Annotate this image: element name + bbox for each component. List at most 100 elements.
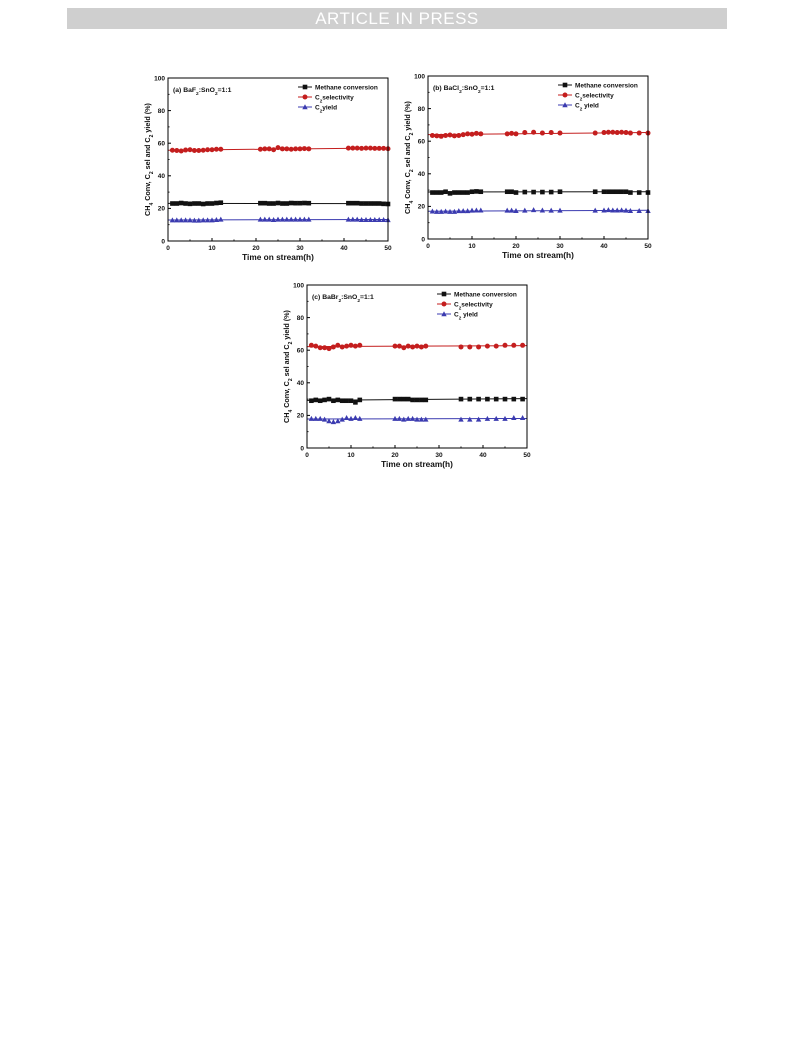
data-point [414, 416, 420, 422]
data-point [623, 207, 629, 213]
data-point [405, 343, 411, 349]
data-point [592, 207, 598, 213]
data-point [330, 419, 337, 425]
x-tick-label: 50 [384, 245, 392, 252]
data-point [280, 201, 285, 206]
legend-marker [562, 82, 568, 88]
data-point [169, 217, 176, 223]
data-point [174, 148, 180, 154]
x-tick-label: 0 [305, 452, 309, 459]
data-point [284, 216, 290, 222]
data-point [313, 343, 319, 349]
data-point [170, 201, 175, 206]
data-point [443, 132, 449, 138]
data-point [511, 396, 517, 402]
data-point [262, 216, 268, 222]
data-point [539, 207, 546, 213]
data-point [348, 398, 354, 404]
data-point [423, 397, 429, 403]
data-point [531, 189, 536, 195]
data-point [504, 189, 510, 195]
data-point [473, 130, 479, 136]
data-point [493, 396, 499, 402]
data-point [262, 146, 268, 152]
data-point [605, 129, 611, 135]
y-tick-label: 0 [300, 445, 304, 452]
data-point [476, 344, 482, 350]
data-point [322, 397, 327, 403]
plot-frame [306, 284, 528, 449]
legend-marker [562, 92, 568, 98]
data-point [401, 396, 407, 402]
data-point [401, 345, 407, 351]
data-point [213, 146, 219, 152]
data-point [178, 200, 184, 206]
y-tick-label: 100 [414, 73, 425, 80]
data-point [513, 208, 519, 214]
data-point [623, 189, 629, 195]
data-point [447, 208, 453, 214]
data-point [414, 397, 420, 403]
data-point [619, 129, 625, 135]
x-tick-label: 10 [468, 243, 476, 250]
data-point [493, 415, 499, 421]
data-point [531, 129, 537, 135]
y-tick-label: 80 [158, 108, 166, 115]
data-point [345, 145, 351, 151]
data-point [182, 217, 189, 223]
data-point [326, 418, 332, 424]
data-point [275, 200, 281, 206]
data-point [353, 400, 358, 405]
data-point [438, 190, 444, 195]
y-tick-label: 60 [158, 141, 166, 148]
series-3 [427, 207, 651, 214]
plot-frame [167, 77, 389, 242]
x-tick-label: 0 [426, 243, 430, 250]
data-point [335, 397, 341, 403]
data-point [392, 415, 398, 421]
x-tick-label: 0 [166, 245, 170, 252]
legend-marker [562, 102, 568, 108]
data-point [469, 131, 475, 137]
data-point [258, 200, 263, 206]
data-point [343, 415, 350, 421]
data-point [335, 342, 341, 348]
data-point [331, 398, 336, 404]
data-point [293, 146, 299, 152]
data-point [169, 147, 175, 153]
data-point [522, 207, 528, 213]
data-point [344, 343, 350, 349]
y-axis-label: CH4 Conv, C2 sel and C2 yield (%) [282, 309, 294, 422]
data-point [357, 415, 363, 421]
data-point [284, 146, 290, 152]
data-point [348, 342, 354, 348]
data-point [262, 200, 268, 206]
data-point [614, 189, 620, 195]
data-point [271, 201, 276, 206]
y-axis-label: CH4 Conv, C2 sel and C2 yield (%) [403, 100, 415, 213]
data-point [293, 200, 298, 206]
data-point [204, 217, 211, 223]
data-point [266, 201, 272, 206]
data-point [513, 131, 519, 137]
data-point [610, 129, 616, 135]
trend-line [427, 209, 649, 212]
legend-entry: C2selectivity [315, 94, 354, 103]
data-point [192, 201, 197, 206]
data-point [288, 200, 294, 206]
data-point [405, 396, 411, 402]
data-point [475, 416, 482, 422]
y-tick-label: 80 [297, 315, 305, 322]
x-tick-label: 30 [296, 245, 304, 252]
data-point [380, 217, 387, 223]
data-point [200, 147, 206, 153]
data-point [540, 189, 545, 195]
data-point [322, 345, 328, 351]
data-point [367, 217, 374, 223]
data-point [275, 145, 281, 151]
data-point [344, 398, 349, 404]
data-point [200, 217, 206, 223]
data-point [297, 216, 303, 222]
data-point [350, 145, 356, 151]
data-point [467, 396, 473, 402]
